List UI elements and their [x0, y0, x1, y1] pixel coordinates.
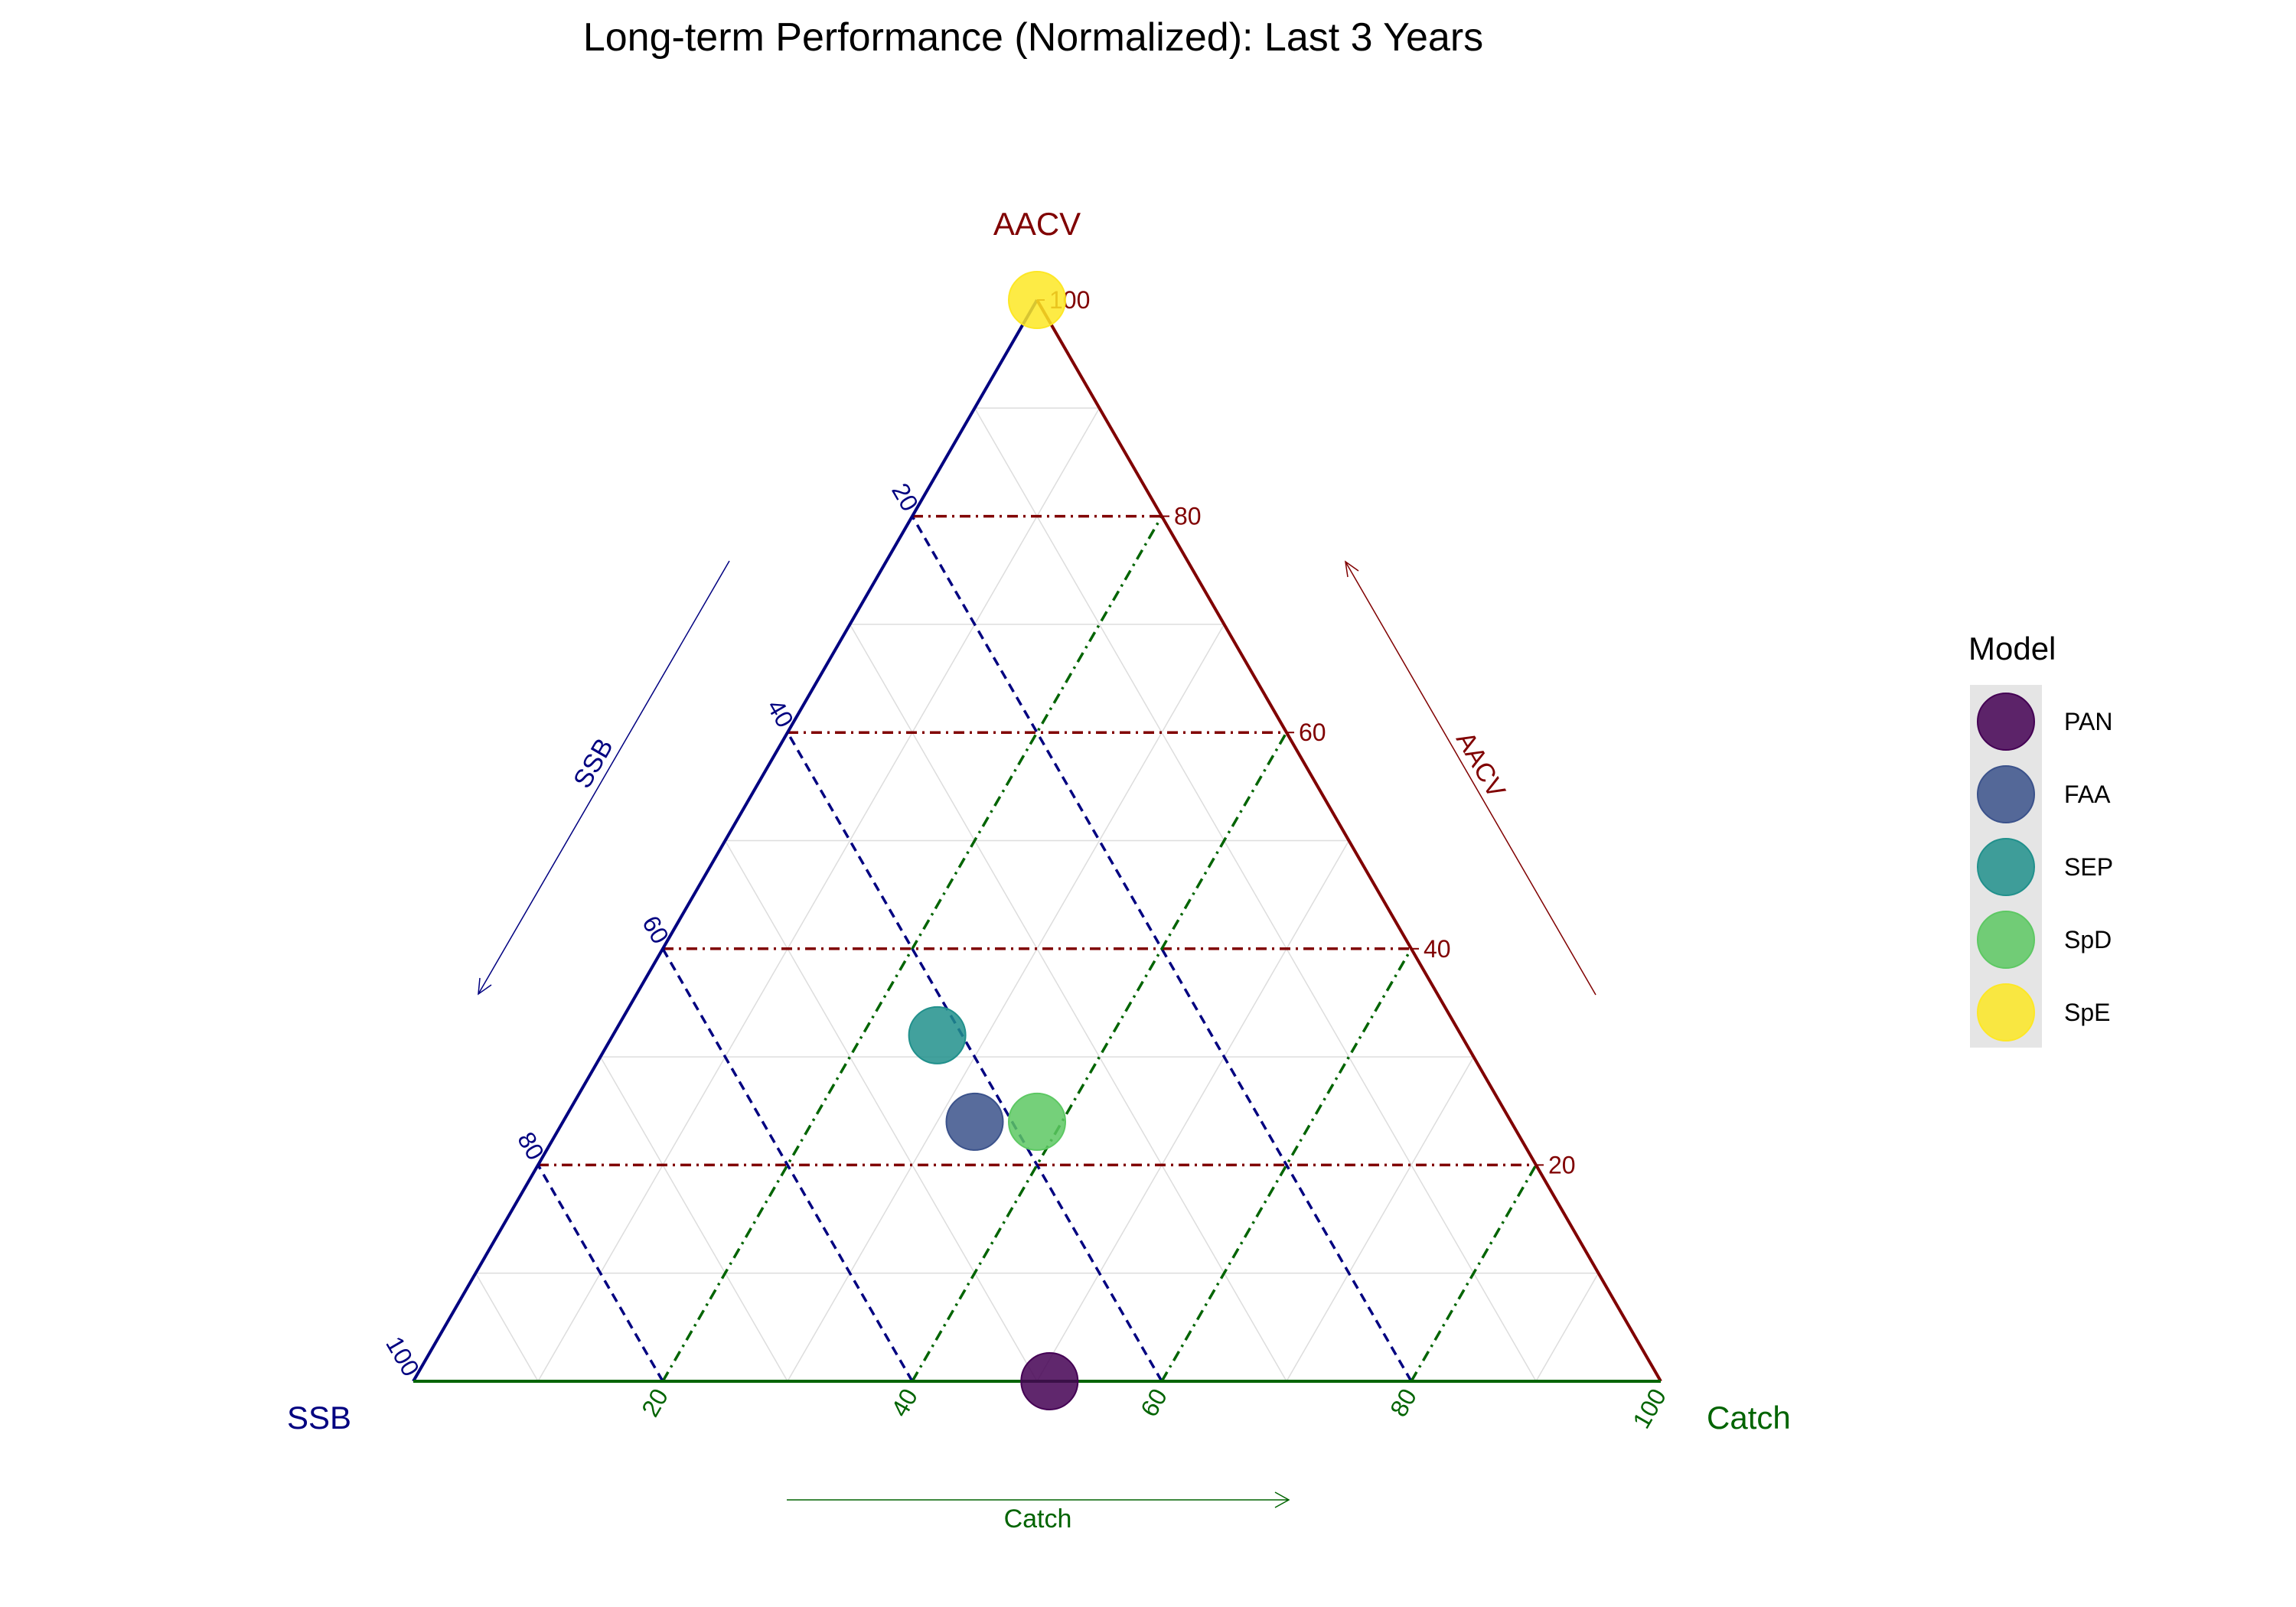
- ssb-grid-line: [536, 1164, 664, 1382]
- aacv-arrow: AACV: [1344, 560, 1596, 996]
- data-points: [908, 271, 1079, 1410]
- catch-tick-label: 100: [1627, 1384, 1671, 1433]
- legend-title: Model: [1968, 631, 2056, 667]
- aacv-arrow-label: AACV: [1450, 727, 1511, 803]
- minor-grid-line: [475, 1273, 539, 1382]
- catch-tick-label: 60: [1135, 1384, 1172, 1422]
- minor-grid-line: [974, 407, 1537, 1382]
- minor-grid-line: [599, 1056, 788, 1382]
- legend-items: PAN FAA SEP SpD SpE: [1977, 693, 2113, 1041]
- ssb-grid-line: [911, 515, 1413, 1382]
- catch-grid-line: [1410, 1164, 1538, 1382]
- data-point-pan: [1020, 1352, 1079, 1410]
- ssb-axis-line: [412, 299, 1039, 1382]
- minor-grid-line: [1535, 1273, 1600, 1382]
- ssb-tick-label: 40: [762, 695, 799, 732]
- ssb-arrow: SSB: [478, 560, 730, 996]
- legend-label-sep: SEP: [2064, 853, 2113, 881]
- catch-tick-label: 80: [1384, 1384, 1422, 1422]
- axis-title-catch: Catch: [1707, 1400, 1791, 1436]
- chart-title: Long-term Performance (Normalized): Last…: [583, 15, 1483, 60]
- ssb-grid-line: [786, 732, 1163, 1382]
- minor-grid-line: [1036, 840, 1350, 1382]
- data-point-spd: [1008, 1092, 1066, 1151]
- minor-grid-line: [787, 624, 1225, 1382]
- ssb-grid-line: [661, 947, 914, 1382]
- legend-swatch-spd: [1977, 911, 2035, 969]
- legend-swatch-faa: [1977, 765, 2035, 823]
- catch-tick-label: 40: [885, 1384, 923, 1422]
- aacv-tick-label: 20: [1548, 1151, 1576, 1178]
- ssb-tick-label: 60: [637, 911, 674, 948]
- legend-label-pan: PAN: [2064, 708, 2112, 735]
- minor-grid-line: [724, 840, 1038, 1382]
- data-point-spe: [1008, 271, 1066, 329]
- ssb-tick-label: 20: [886, 478, 924, 516]
- legend: Model PAN FAA SEP SpD SpE: [1968, 631, 2113, 1048]
- axis-title-aacv: AACV: [993, 206, 1081, 242]
- legend-swatch-spe: [1977, 983, 2035, 1041]
- legend-label-spd: SpD: [2064, 926, 2112, 953]
- legend-label-spe: SpE: [2064, 999, 2110, 1026]
- data-point-sep: [908, 1006, 967, 1064]
- catch-grid-line: [661, 515, 1163, 1382]
- axis-title-ssb: SSB: [287, 1400, 351, 1436]
- minor-grid: [475, 407, 1600, 1382]
- ssb-tick-label: 80: [512, 1127, 550, 1165]
- legend-label-faa: FAA: [2064, 781, 2111, 808]
- minor-grid-line: [849, 624, 1287, 1382]
- catch-grid-line: [911, 732, 1288, 1382]
- aacv-axis-line: [1035, 299, 1662, 1382]
- catch-arrow: Catch: [787, 1491, 1290, 1534]
- aacv-tick-label: 80: [1174, 503, 1202, 530]
- minor-grid-line: [1286, 1056, 1475, 1382]
- aacv-tick-label: 60: [1299, 719, 1326, 746]
- major-grid: [536, 514, 1538, 1382]
- catch-tick-label: 20: [636, 1384, 673, 1422]
- catch-arrow-label: Catch: [1004, 1504, 1072, 1534]
- minor-grid-line: [537, 407, 1101, 1382]
- legend-swatch-pan: [1977, 693, 2035, 751]
- legend-swatch-sep: [1977, 838, 2035, 896]
- data-point-faa: [945, 1092, 1004, 1151]
- aacv-tick-label: 40: [1424, 935, 1451, 963]
